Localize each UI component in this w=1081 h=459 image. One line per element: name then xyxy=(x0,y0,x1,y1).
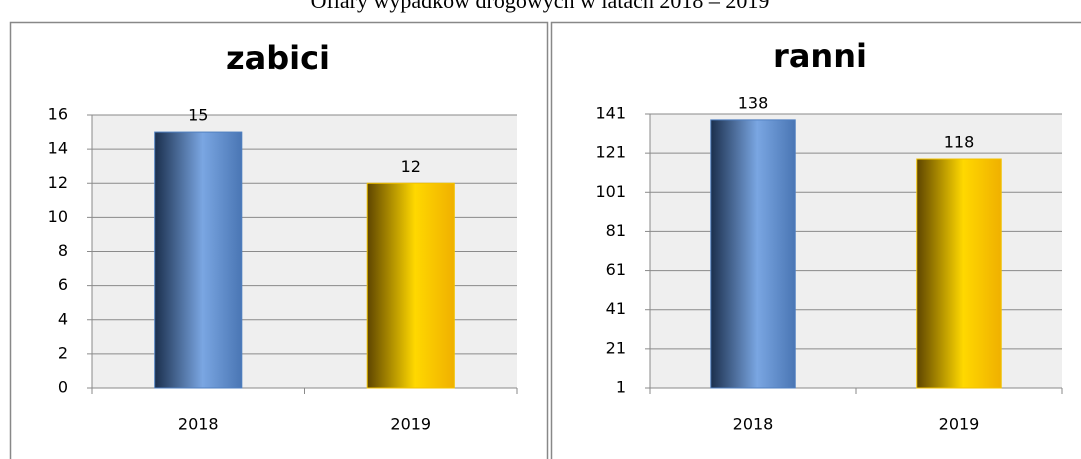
page-title: Ofiary wypadków drogowych w latach 2018 … xyxy=(311,0,770,13)
y-tick-label: 12 xyxy=(48,173,68,192)
y-tick-label: 2 xyxy=(58,343,68,362)
y-tick-label: 10 xyxy=(48,207,68,226)
x-tick-label: 2018 xyxy=(178,415,219,434)
data-label: 15 xyxy=(188,106,208,125)
y-tick-label: 121 xyxy=(595,143,626,162)
y-tick-label: 141 xyxy=(595,104,626,123)
y-tick-label: 41 xyxy=(606,299,626,318)
y-tick-label: 101 xyxy=(595,182,626,201)
x-tick-label: 2019 xyxy=(939,415,980,434)
bar xyxy=(154,131,243,389)
y-tick-label: 21 xyxy=(606,338,626,357)
data-label: 138 xyxy=(738,93,769,112)
y-tick-label: 6 xyxy=(58,275,68,294)
y-tick-label: 0 xyxy=(58,378,68,397)
y-tick-label: 16 xyxy=(48,105,68,124)
bar xyxy=(710,119,796,389)
x-tick-label: 2019 xyxy=(390,415,431,434)
chart-title: ranni xyxy=(773,37,867,75)
chart-title: zabici xyxy=(226,39,330,77)
y-tick-label: 81 xyxy=(606,221,626,240)
y-tick-label: 8 xyxy=(58,241,68,260)
y-tick-label: 4 xyxy=(58,309,68,328)
panel-border xyxy=(9,21,549,459)
y-tick-label: 1 xyxy=(616,378,626,397)
x-tick-label: 2018 xyxy=(733,415,774,434)
bar xyxy=(916,158,1002,389)
y-tick-label: 14 xyxy=(48,139,68,158)
y-tick-label: 61 xyxy=(606,260,626,279)
data-label: 118 xyxy=(944,133,975,152)
panel-border xyxy=(550,21,1081,459)
data-label: 12 xyxy=(401,157,421,176)
bar xyxy=(366,182,455,389)
